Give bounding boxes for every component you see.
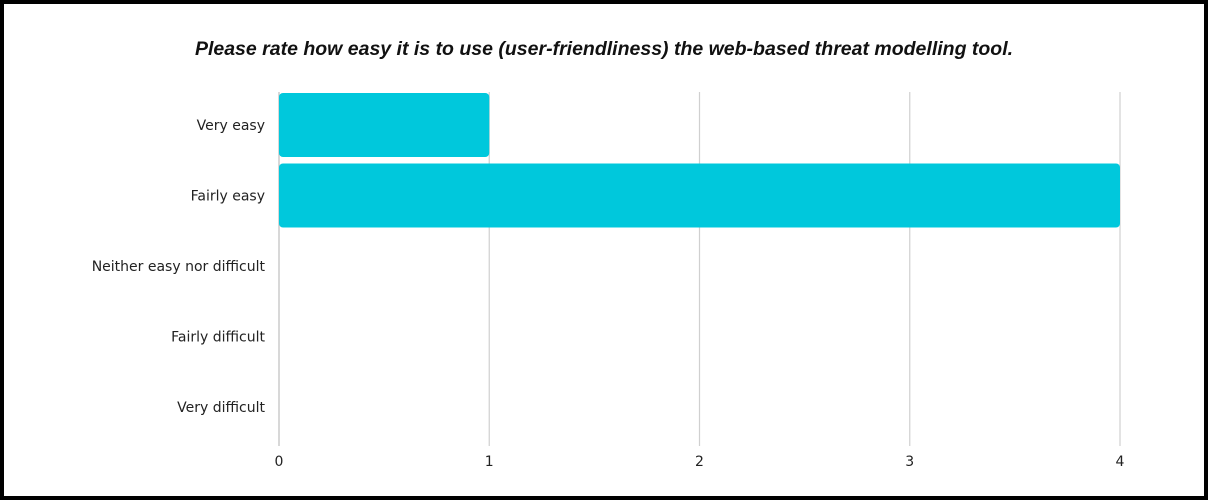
x-tick-label: 0 [275, 454, 284, 470]
y-category-label: Neither easy nor difficult [92, 259, 266, 275]
bar-fairly-easy [279, 163, 1120, 228]
x-tick-label: 4 [1116, 454, 1125, 470]
chart-title: Please rate how easy it is to use (user-… [194, 38, 1014, 60]
y-category-label: Fairly easy [191, 189, 265, 205]
y-category-label: Very easy [197, 118, 265, 134]
bar-chart: 0 1 2 3 4 Very easy Fairly easy Neither easy no… [92, 92, 1125, 470]
x-tick-label: 1 [485, 454, 494, 470]
y-category-label: Very difficult [177, 400, 265, 416]
bar-very-easy [279, 93, 490, 157]
x-tick-label: 3 [905, 454, 914, 470]
y-category-label: Fairly difficult [171, 330, 265, 346]
x-tick-label: 2 [695, 454, 704, 470]
